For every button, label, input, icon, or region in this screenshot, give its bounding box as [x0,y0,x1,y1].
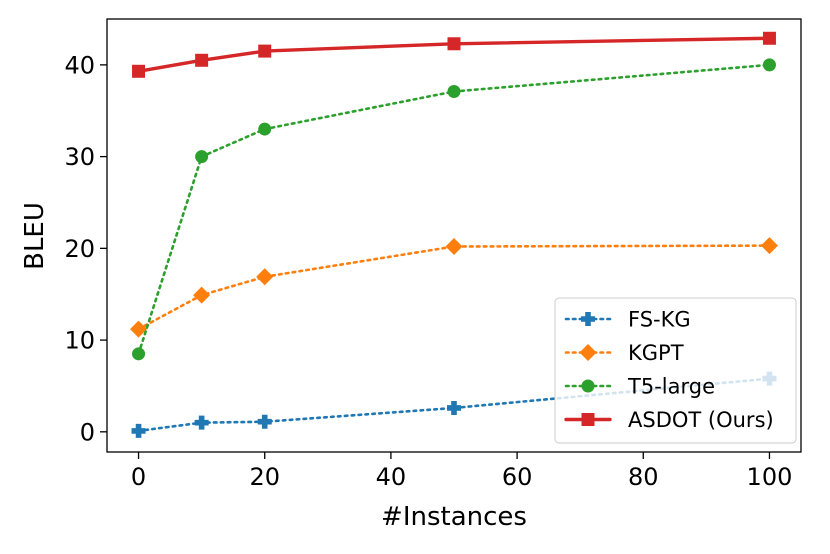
legend: FS-KG KGPT T5-large ASDOT (Ours) [554,297,797,444]
data-point-asdot-ours [195,53,209,67]
data-point-kgpt [760,237,778,255]
legend-marker-asdot-ours [581,413,595,426]
data-point-kgpt [130,320,148,338]
data-point-kgpt [193,286,211,304]
data-point-t5-large [195,150,209,164]
data-point-t5-large [132,347,146,361]
x-tick-label: 60 [502,463,533,491]
data-point-asdot-ours [762,31,776,45]
data-point-fs-kg [257,414,272,429]
data-point-asdot-ours [258,44,272,58]
x-tick-label: 80 [628,463,659,491]
data-point-t5-large [258,122,272,136]
y-tick-label: 0 [80,418,95,446]
y-axis-label: BLEU [20,202,50,270]
data-point-kgpt [445,238,463,256]
data-point-t5-large [762,58,776,72]
x-tick-label: 0 [131,463,146,491]
series-kgpt [130,237,778,338]
legend-label-kgpt: KGPT [628,341,684,365]
data-point-asdot-ours [447,37,461,51]
legend-marker-t5-large [581,379,595,393]
data-point-fs-kg [194,415,209,430]
y-tick-label: 10 [64,327,95,355]
legend-item-kgpt: KGPT [564,341,684,365]
data-point-fs-kg [131,423,146,438]
y-tick-label: 20 [64,235,95,263]
series-asdot-ours [132,31,776,78]
x-tick-label: 40 [376,463,407,491]
y-axis-ticks: 0 10 20 30 40 [64,51,107,446]
x-axis-label: #Instances [381,502,527,532]
legend-box [554,297,797,444]
legend-marker-kgpt [579,344,597,361]
x-tick-label: 20 [249,463,280,491]
axes-frame [106,18,802,453]
y-tick-label: 30 [64,143,95,171]
legend-marker-fs-kg [581,312,595,326]
legend-item-t5-large: T5-large [564,375,715,399]
x-tick-label: 100 [747,463,793,491]
legend-item-asdot-ours: ASDOT (Ours) [564,408,774,432]
data-point-kgpt [256,268,274,286]
y-tick-label: 40 [64,51,95,79]
data-point-asdot-ours [132,64,146,78]
data-point-t5-large [447,84,461,98]
legend-label-asdot-ours: ASDOT (Ours) [628,408,774,432]
legend-item-fs-kg: FS-KG [564,308,691,332]
data-point-fs-kg [447,400,461,415]
series-t5-large [132,58,776,361]
plot-area [130,31,778,438]
x-axis-ticks: 0 20 40 60 80 100 [131,452,792,491]
legend-label-fs-kg: FS-KG [628,308,691,332]
legend-label-t5-large: T5-large [627,375,715,399]
